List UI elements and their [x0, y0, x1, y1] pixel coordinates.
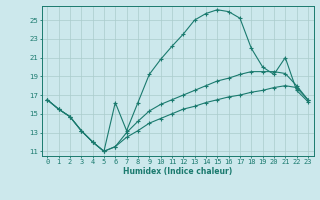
X-axis label: Humidex (Indice chaleur): Humidex (Indice chaleur) [123, 167, 232, 176]
